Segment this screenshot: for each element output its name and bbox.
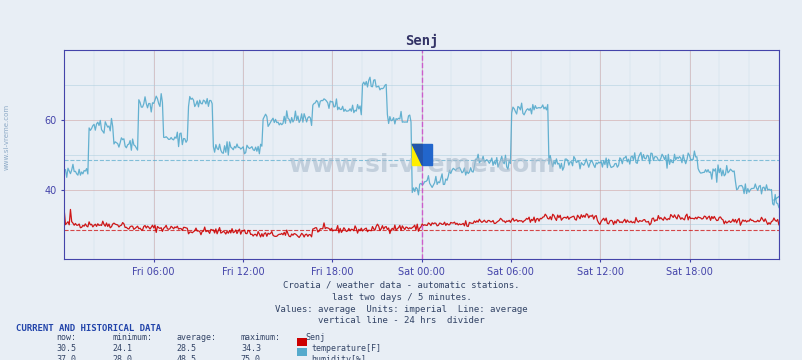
Text: temperature[F]: temperature[F] [311,344,381,353]
Text: minimum:: minimum: [112,333,152,342]
Text: vertical line - 24 hrs  divider: vertical line - 24 hrs divider [318,316,484,325]
Text: Senj: Senj [305,333,325,342]
Text: Croatia / weather data - automatic stations.: Croatia / weather data - automatic stati… [283,281,519,290]
Text: maximum:: maximum: [241,333,281,342]
Polygon shape [411,144,422,165]
Text: 75.0: 75.0 [241,355,261,360]
Text: 24.1: 24.1 [112,344,132,353]
Text: 28.0: 28.0 [112,355,132,360]
Text: 28.5: 28.5 [176,344,196,353]
Text: CURRENT AND HISTORICAL DATA: CURRENT AND HISTORICAL DATA [16,324,161,333]
Text: average:: average: [176,333,217,342]
Bar [422,144,431,165]
Text: last two days / 5 minutes.: last two days / 5 minutes. [331,293,471,302]
Text: Values: average  Units: imperial  Line: average: Values: average Units: imperial Line: av… [275,305,527,314]
Bar [411,144,422,165]
Text: humidity[%]: humidity[%] [311,355,366,360]
Text: 37.0: 37.0 [56,355,76,360]
Text: now:: now: [56,333,76,342]
Text: www.si-vreme.com: www.si-vreme.com [287,153,555,177]
Text: 30.5: 30.5 [56,344,76,353]
Title: Senj: Senj [404,34,438,48]
Text: 48.5: 48.5 [176,355,196,360]
Text: 34.3: 34.3 [241,344,261,353]
Text: www.si-vreme.com: www.si-vreme.com [4,104,10,170]
